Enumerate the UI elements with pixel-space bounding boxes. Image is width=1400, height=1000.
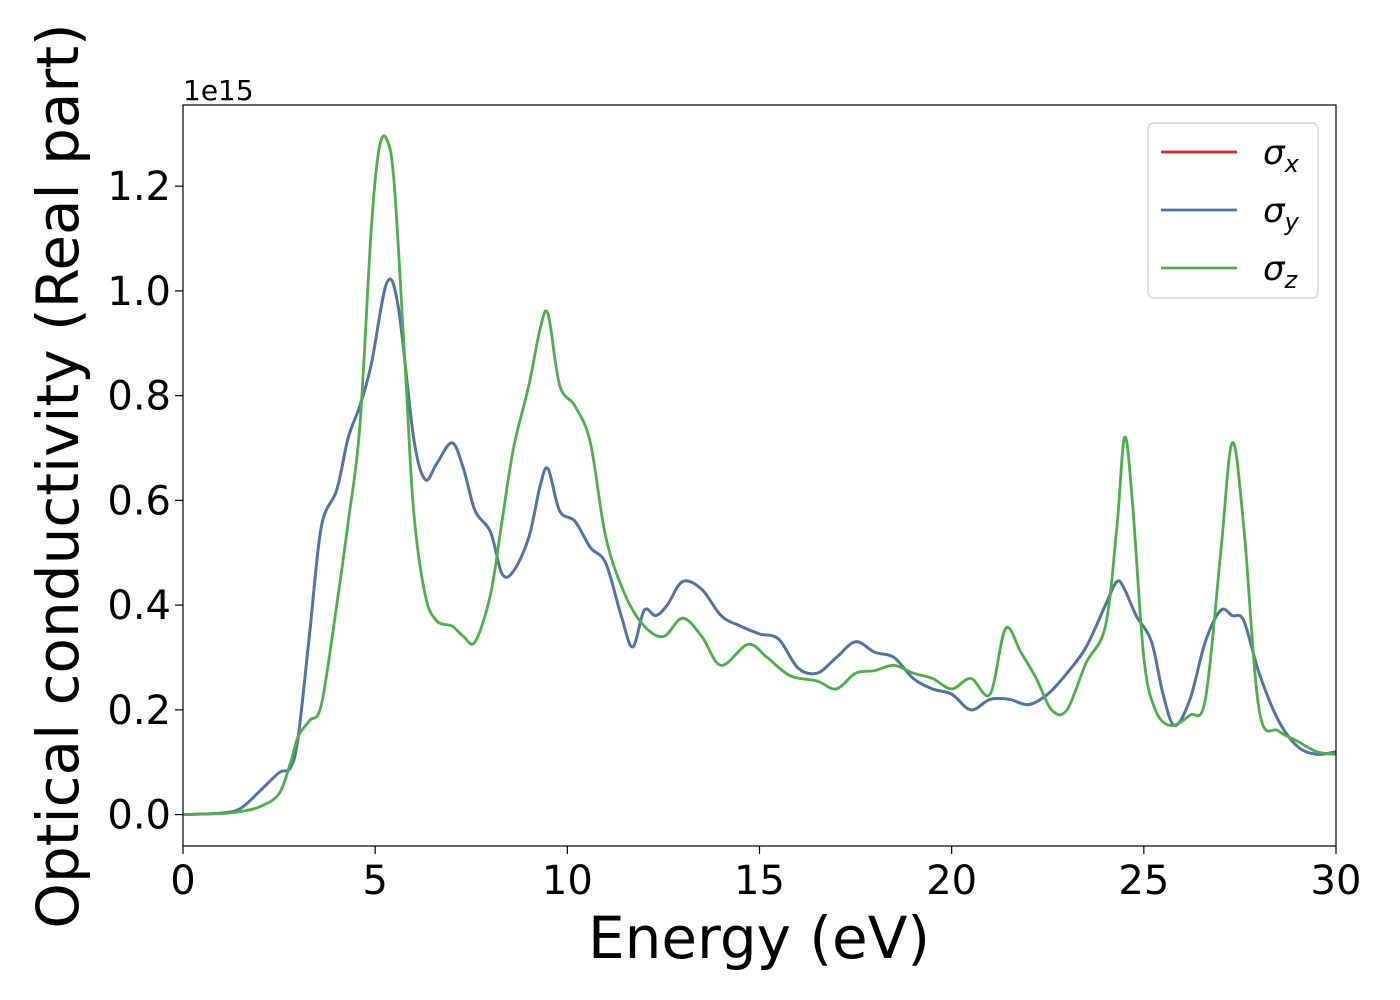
- x-tick-label: 20: [926, 858, 977, 904]
- x-tick-label: 30: [1311, 858, 1362, 904]
- x-tick-label: 25: [1118, 858, 1169, 904]
- series-line-z: [183, 134, 1336, 816]
- y-tick-label: 1.2: [107, 164, 171, 210]
- x-axis: 0 5 10 15 20 25 30: [170, 846, 1361, 904]
- y-axis-label: Optical conductivity (Real part): [24, 23, 92, 928]
- y-axis: 0.0 0.2 0.4 0.6 0.8 1.0 1.2: [107, 164, 183, 839]
- x-tick-label: 15: [734, 858, 785, 904]
- series-layer: [183, 134, 1336, 816]
- legend: σx σy σz: [1147, 122, 1319, 299]
- y-tick-label: 0.8: [107, 374, 171, 420]
- y-tick-label: 0.6: [107, 478, 171, 524]
- y-tick-label: 0.2: [107, 688, 171, 734]
- y-tick-label: 0.0: [107, 793, 171, 839]
- legend-label-x: σx: [1263, 133, 1300, 178]
- x-tick-label: 10: [542, 858, 593, 904]
- x-tick-label: 5: [362, 858, 387, 904]
- y-tick-label: 0.4: [107, 583, 171, 629]
- x-tick-label: 0: [170, 858, 195, 904]
- y-tick-label: 1.0: [107, 269, 171, 315]
- series-line-y: [183, 277, 1336, 816]
- legend-label-y: σy: [1263, 191, 1300, 236]
- x-axis-label: Energy (eV): [588, 904, 930, 972]
- legend-label-z: σz: [1263, 249, 1299, 294]
- plot-background: [183, 105, 1336, 846]
- y-offset-text: 1e15: [183, 74, 254, 107]
